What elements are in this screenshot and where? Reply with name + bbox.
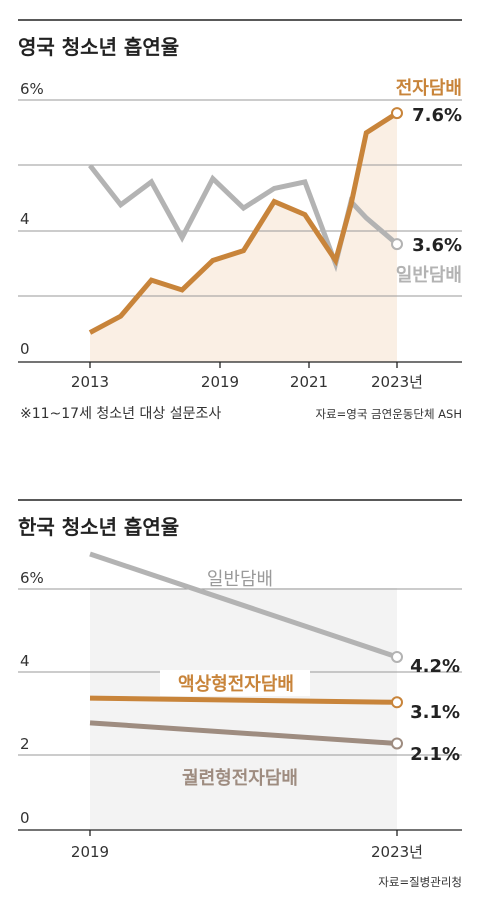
kr-plot-background — [90, 588, 397, 829]
kr-general-value-label: 4.2% — [410, 656, 460, 677]
kr-source: 자료=질병관리청 — [378, 875, 462, 889]
kr-ytick-label: 6% — [20, 569, 44, 587]
kr-ytick-label: 4 — [20, 652, 30, 670]
uk-ytick-label: 0 — [20, 340, 30, 358]
uk-ecig-line — [88, 110, 399, 335]
uk-chart-title: 영국 청소년 흡연율 — [18, 35, 179, 59]
kr-liquid-end-point — [391, 696, 403, 709]
kr-ytick-label: 0 — [20, 809, 30, 827]
uk-x-tick-marks — [89, 362, 398, 368]
kr-x-tick-marks — [89, 830, 398, 836]
uk-plot: 6% 4 0 전자담배 7.6% 3.6% 일반담배 2013 2019 202… — [18, 78, 462, 391]
uk-ecig-area-fill — [90, 113, 397, 362]
uk-ytick-label: 4 — [20, 210, 30, 228]
kr-general-cigarette-line — [89, 551, 398, 660]
kr-liquid-value-label: 3.1% — [410, 702, 460, 723]
uk-general-end-point — [391, 238, 403, 251]
kr-liquid-label-backdrop — [160, 670, 310, 696]
uk-xtick-label: 2019 — [201, 373, 239, 391]
uk-ecig-value-label: 7.6% — [412, 105, 462, 126]
kr-heated-value-label: 2.1% — [410, 744, 460, 765]
kr-xtick-label: 2019 — [71, 843, 109, 861]
kr-heated-tobacco-line — [89, 720, 398, 746]
kr-general-series-label: 일반담배 — [207, 569, 273, 590]
kr-liquid-series-label: 액상형전자담배 — [178, 674, 294, 695]
kr-liquid-ecig-line — [89, 695, 398, 705]
uk-survey-note: ※11~17세 청소년 대상 설문조사 — [20, 406, 221, 422]
kr-plot: 6% 4 2 0 일반담배 액상형전자담배 궐련형전자담배 4.2% 3.1% … — [18, 551, 462, 861]
kr-xtick-label: 2023년 — [371, 843, 423, 861]
uk-general-series-label: 일반담배 — [396, 265, 462, 286]
uk-ecig-series-label: 전자담배 — [396, 78, 462, 99]
kr-heated-end-point — [391, 737, 403, 750]
uk-xtick-label: 2013 — [71, 373, 109, 391]
uk-xtick-label: 2021 — [290, 373, 328, 391]
uk-source: 자료=영국 금연운동단체 ASH — [315, 407, 462, 421]
uk-ytick-label: 6% — [20, 80, 44, 98]
kr-chart-title: 한국 청소년 흡연율 — [18, 515, 179, 539]
kr-ytick-label: 2 — [20, 735, 30, 753]
kr-heated-series-label: 궐련형전자담배 — [182, 768, 298, 789]
uk-general-value-label: 3.6% — [412, 235, 462, 256]
uk-ecig-end-point — [391, 107, 403, 120]
uk-xtick-label: 2023년 — [371, 373, 423, 391]
kr-general-end-point — [391, 650, 403, 663]
